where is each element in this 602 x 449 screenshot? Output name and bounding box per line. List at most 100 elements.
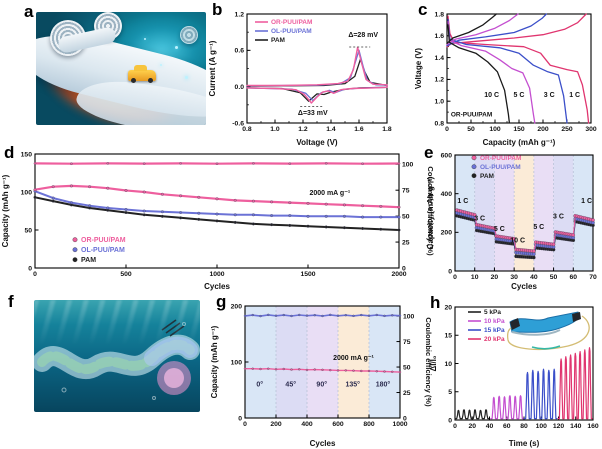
svg-text:50: 50: [403, 364, 411, 371]
panel-c-voltage-capacity-chart: 0 50 100 150 200 250 300 0.8 1.0 1.2 1.4 1.6 1.8 Capa…: [414, 11, 597, 147]
svg-text:60: 60: [503, 423, 511, 430]
svg-text:20 kPa: 20 kPa: [484, 336, 505, 343]
water-surface-light-rays: [34, 300, 200, 346]
svg-text:10: 10: [444, 361, 452, 368]
svg-text:3 C: 3 C: [474, 215, 485, 222]
svg-text:200: 200: [537, 126, 549, 133]
svg-text:Coulombic efficiency (%): Coulombic efficiency (%): [426, 166, 435, 256]
svg-text:0.8: 0.8: [435, 120, 445, 127]
svg-text:135°: 135°: [345, 381, 360, 389]
svg-text:0.6: 0.6: [235, 48, 245, 55]
svg-text:40: 40: [486, 423, 494, 430]
svg-text:1.8: 1.8: [382, 126, 392, 133]
svg-text:200: 200: [441, 230, 453, 237]
svg-text:Cycles: Cycles: [511, 282, 537, 291]
svg-text:1.2: 1.2: [298, 126, 308, 133]
svg-text:1.2: 1.2: [435, 77, 445, 84]
svg-text:0: 0: [445, 126, 449, 133]
panel-label-c: c: [418, 0, 428, 19]
svg-text:PAM: PAM: [81, 257, 96, 264]
svg-text:20: 20: [491, 274, 499, 281]
svg-text:600: 600: [441, 152, 453, 159]
svg-text:1.4: 1.4: [435, 55, 445, 62]
svg-text:75: 75: [402, 187, 410, 194]
svg-text:OL-PUU/PAM: OL-PUU/PAM: [480, 164, 521, 171]
svg-text:2000 mA g⁻¹: 2000 mA g⁻¹: [309, 190, 350, 197]
svg-text:0: 0: [448, 268, 452, 275]
svg-text:Capacity (mAh g⁻¹): Capacity (mAh g⁻¹): [1, 174, 10, 247]
svg-text:40: 40: [530, 274, 538, 281]
svg-text:Cycles: Cycles: [204, 282, 230, 291]
svg-text:150: 150: [21, 151, 33, 158]
svg-text:90°: 90°: [316, 381, 327, 389]
svg-text:OR-PUU/PAM: OR-PUU/PAM: [271, 19, 312, 26]
svg-text:2000 mA g⁻¹: 2000 mA g⁻¹: [333, 355, 374, 362]
svg-text:1500: 1500: [300, 271, 315, 278]
svg-text:0.8: 0.8: [242, 126, 252, 133]
svg-text:Δ=33 mV: Δ=33 mV: [298, 110, 328, 117]
svg-text:50: 50: [24, 227, 32, 234]
svg-text:Capacity (mAh g⁻¹): Capacity (mAh g⁻¹): [426, 176, 435, 249]
svg-text:45°: 45°: [285, 381, 296, 389]
svg-text:Capacity (mAh g⁻¹): Capacity (mAh g⁻¹): [210, 325, 219, 398]
svg-text:1.2: 1.2: [235, 11, 245, 18]
panel-label-d: d: [4, 143, 15, 162]
svg-text:PAM: PAM: [271, 37, 285, 44]
svg-text:0.0: 0.0: [235, 84, 245, 91]
svg-text:25: 25: [403, 390, 411, 397]
svg-text:5: 5: [448, 389, 452, 396]
svg-text:Δ=28 mV: Δ=28 mV: [348, 32, 378, 39]
svg-text:800: 800: [363, 421, 375, 428]
svg-text:1.4: 1.4: [326, 126, 336, 133]
svg-text:100: 100: [402, 162, 414, 169]
svg-text:1.6: 1.6: [435, 33, 445, 40]
svg-text:1 C: 1 C: [457, 198, 468, 205]
svg-text:250: 250: [561, 126, 573, 133]
svg-text:600: 600: [332, 421, 344, 428]
svg-text:25: 25: [402, 239, 410, 246]
svg-text:200: 200: [231, 303, 243, 310]
svg-text:200: 200: [270, 421, 282, 428]
svg-text:OL-PUU/PAM: OL-PUU/PAM: [271, 28, 312, 35]
svg-text:2000: 2000: [391, 271, 406, 278]
svg-text:5 kPa: 5 kPa: [484, 309, 501, 316]
svg-text:1 C: 1 C: [569, 92, 580, 99]
svg-text:75: 75: [403, 339, 411, 346]
svg-text:3 C: 3 C: [553, 213, 564, 220]
panel-label-a: a: [24, 2, 34, 21]
svg-text:20: 20: [468, 423, 476, 430]
svg-text:70: 70: [589, 274, 597, 281]
svg-text:1.0: 1.0: [270, 126, 280, 133]
svg-text:0: 0: [453, 423, 457, 430]
svg-text:100: 100: [21, 189, 33, 196]
svg-text:160: 160: [587, 423, 599, 430]
svg-text:10 C: 10 C: [510, 237, 525, 244]
svg-text:1000: 1000: [392, 421, 407, 428]
svg-text:10 C: 10 C: [484, 92, 499, 99]
svg-text:30: 30: [510, 274, 518, 281]
panel-label-h: h: [430, 293, 441, 312]
svg-text:1.0: 1.0: [435, 99, 445, 106]
svg-text:0: 0: [28, 265, 32, 272]
svg-text:OL-PUU/PAM: OL-PUU/PAM: [81, 247, 125, 254]
svg-text:OR-PUU/PAM: OR-PUU/PAM: [451, 111, 492, 118]
svg-text:120: 120: [553, 423, 565, 430]
svg-text:100: 100: [489, 126, 501, 133]
svg-text:0: 0: [453, 274, 457, 281]
pressure-sensor-inset: [498, 306, 598, 354]
svg-text:Cycles: Cycles: [310, 439, 336, 448]
panel-label-f: f: [8, 292, 14, 311]
svg-text:50: 50: [467, 126, 475, 133]
svg-text:OR-PUU/PAM: OR-PUU/PAM: [81, 237, 126, 244]
svg-text:Voltage (V): Voltage (V): [414, 48, 423, 90]
svg-text:80: 80: [520, 423, 528, 430]
svg-text:PAM: PAM: [480, 173, 494, 180]
svg-text:180°: 180°: [376, 381, 391, 389]
svg-text:140: 140: [570, 423, 582, 430]
svg-text:0°: 0°: [256, 381, 263, 389]
toy-car: [128, 65, 156, 83]
panel-label-b: b: [212, 0, 223, 19]
panel-b-cv-chart: 0.8 1.0 1.2 1.4 1.6 1.8 -0.6 0.0 0.6 1.2 Voltage (…: [208, 11, 392, 147]
svg-text:15: 15: [444, 333, 452, 340]
